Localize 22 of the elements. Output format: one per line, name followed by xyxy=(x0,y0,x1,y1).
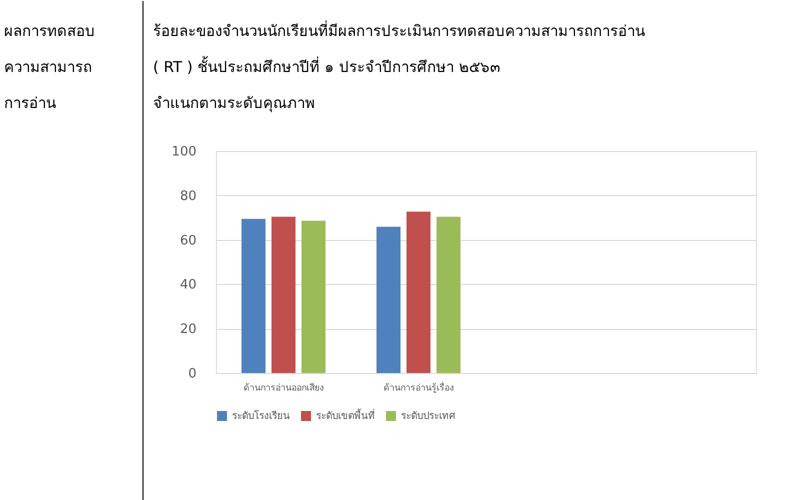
chart-subtitle: จำแนกตามระดับคุณภาพ xyxy=(153,94,315,113)
bar xyxy=(302,220,326,373)
legend-label: ระดับโรงเรียน xyxy=(232,409,290,422)
y-tick-label: 60 xyxy=(180,233,196,248)
y-tick-label: 100 xyxy=(172,144,196,160)
y-tick-label: 20 xyxy=(180,322,196,338)
bar xyxy=(272,216,296,373)
legend-label: ระดับเขตพื้นที่ xyxy=(316,408,375,422)
y-tick-label: 40 xyxy=(180,278,196,293)
bar xyxy=(436,216,460,373)
text: การอ่าน xyxy=(4,94,56,112)
y-tick-label: 0 xyxy=(188,366,196,382)
chart-title: ร้อยละของจำนวนนักเรียนที่มีผลการประเมินการทดสอบความสามารถการอ่าน ( RT ) ชั้นประถมศึกษาปีที่ ๑ ประจำปีการศึกษา ๒๕๖๓ xyxy=(153,22,645,76)
y-tick-label: 80 xyxy=(180,188,196,204)
x-tick-label: ด้านการอ่านออกเสียง xyxy=(244,382,324,394)
bar xyxy=(406,212,430,373)
legend-label: ระดับประเทศ xyxy=(401,411,456,422)
text: ผลการทดสอบ xyxy=(4,22,95,40)
bar xyxy=(376,226,400,373)
text: ความสามารถ xyxy=(4,58,92,76)
x-tick-label: ด้านการอ่านรู้เรื่อง xyxy=(384,380,454,394)
bar xyxy=(242,218,266,373)
